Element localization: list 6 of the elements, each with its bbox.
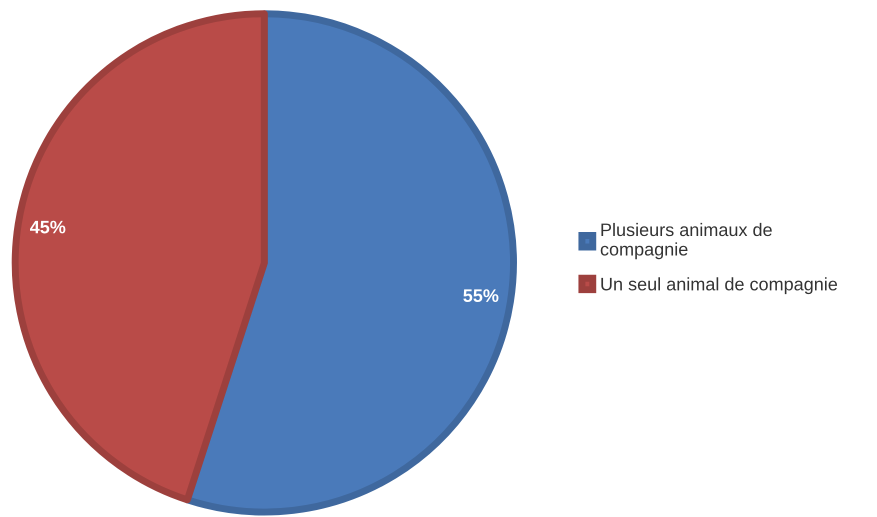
data-label: 55% bbox=[463, 289, 498, 302]
data-label: 45% bbox=[30, 220, 66, 234]
pie-slice bbox=[184, 10, 517, 516]
pie-slice bbox=[12, 10, 268, 504]
legend-label: Plusieurs animaux de compagnie bbox=[600, 222, 772, 260]
legend-label: Un seul animal de compagnie bbox=[601, 277, 838, 294]
